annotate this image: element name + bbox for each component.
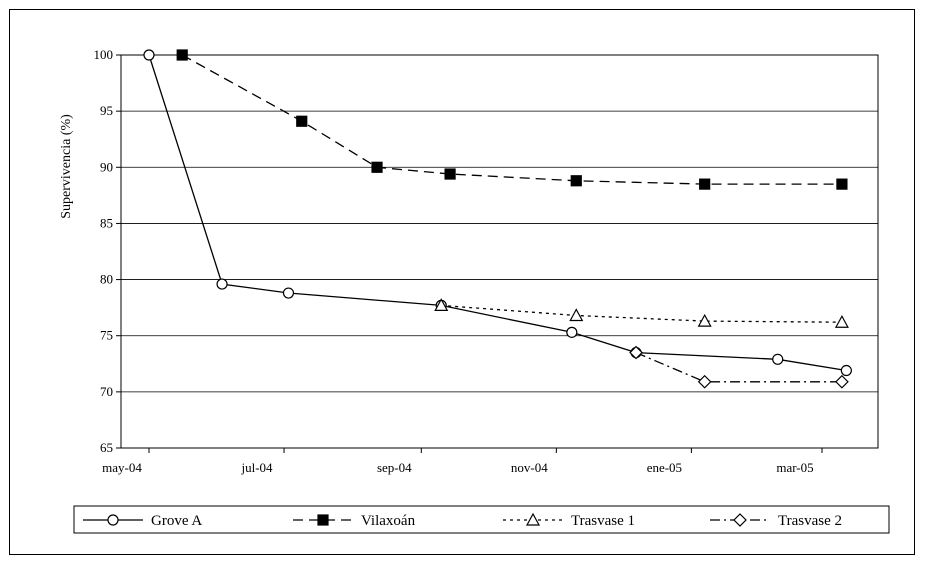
- gridlines: [121, 54, 878, 449]
- data-point: [840, 364, 852, 377]
- plot-area: [120, 54, 879, 449]
- data-point: [834, 314, 849, 328]
- data-point: [296, 115, 308, 127]
- data-point: [835, 374, 849, 389]
- x-tick-label: ene-05: [647, 460, 682, 475]
- series-line: [441, 304, 842, 323]
- data-point: [836, 178, 848, 190]
- series-vilaxo-n: [176, 49, 848, 190]
- y-tick-label: 95: [100, 103, 113, 118]
- legend-entry: Trasvase 2: [710, 513, 842, 529]
- data-point: [434, 298, 449, 311]
- data-point: [176, 49, 188, 61]
- y-tick-label: 80: [100, 272, 113, 287]
- series-layer: [143, 49, 852, 389]
- y-tick-label: 75: [100, 328, 113, 343]
- data-point: [566, 326, 578, 338]
- data-point: [371, 161, 383, 173]
- data-point: [697, 313, 712, 327]
- legend: Grove A Vilaxoán Trasvase 1 Trasvase 2: [73, 505, 890, 534]
- series-grove-a: [143, 49, 852, 377]
- y-axis-title: Supervivencia (%): [59, 114, 74, 219]
- y-tick-label: 65: [100, 440, 113, 455]
- legend-entry: Grove A: [83, 513, 202, 529]
- y-tick-label: 90: [100, 159, 113, 174]
- y-tick-label: 70: [100, 384, 113, 399]
- y-tick-label: 85: [100, 215, 113, 230]
- data-point: [772, 353, 784, 365]
- legend-marker: [107, 514, 119, 526]
- data-point: [697, 374, 712, 389]
- chart-frame: [9, 9, 915, 555]
- data-point: [143, 49, 155, 61]
- y-axis-ticks: 65 70 75 80 85 90 95 100: [94, 47, 121, 455]
- series-line: [181, 54, 842, 185]
- legend-marker: [525, 512, 541, 526]
- x-tick-label: may-04: [102, 460, 142, 475]
- series-trasvase-1: [434, 298, 849, 328]
- legend-label: Trasvase 1: [571, 513, 635, 529]
- series-line: [148, 54, 847, 372]
- series-trasvase-2: [629, 345, 849, 389]
- data-point: [444, 168, 456, 180]
- legend-label: Vilaxoán: [361, 513, 416, 529]
- x-tick-label: jul-04: [241, 460, 274, 475]
- legend-label: Trasvase 2: [778, 513, 842, 529]
- x-axis-ticks: may-04 jul-04 sep-04 nov-04 ene-05 mar-05: [102, 448, 823, 475]
- data-point: [569, 308, 584, 322]
- x-tick-label: sep-04: [377, 460, 412, 475]
- data-point: [216, 278, 228, 290]
- legend-entry: Vilaxoán: [293, 513, 416, 529]
- data-point: [570, 175, 582, 187]
- y-tick-label: 100: [94, 47, 114, 62]
- data-point: [282, 287, 295, 299]
- x-tick-label: mar-05: [776, 460, 813, 475]
- legend-marker: [733, 513, 747, 527]
- data-point: [629, 345, 643, 360]
- x-tick-label: nov-04: [511, 460, 548, 475]
- legend-label: Grove A: [151, 513, 202, 529]
- legend-entry: Trasvase 1: [503, 512, 635, 529]
- data-point: [699, 178, 711, 190]
- legend-marker: [317, 514, 329, 526]
